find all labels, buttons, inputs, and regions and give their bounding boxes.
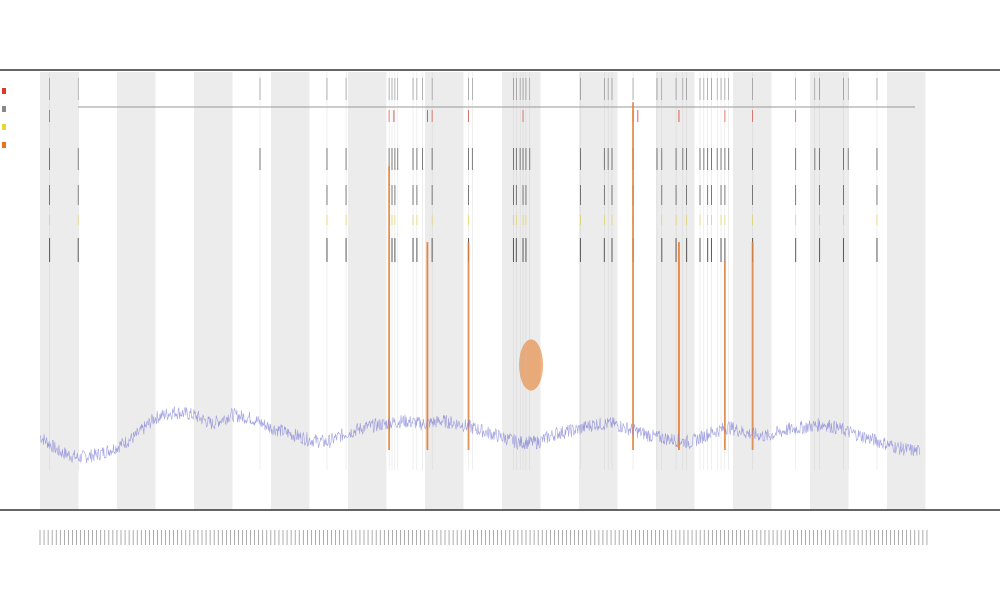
legend — [2, 82, 36, 154]
legend-swatch-1 — [2, 88, 6, 94]
legend-swatch-4 — [2, 142, 6, 148]
background-band — [810, 72, 849, 510]
background-band — [579, 72, 618, 510]
background-band — [117, 72, 156, 510]
background-band — [348, 72, 387, 510]
background-band — [271, 72, 310, 510]
legend-item-1 — [2, 82, 36, 100]
orange-blob — [519, 339, 544, 391]
background-band — [887, 72, 926, 510]
legend-item-3 — [2, 118, 36, 136]
legend-swatch-3 — [2, 124, 6, 130]
background-band — [194, 72, 233, 510]
background-band — [656, 72, 695, 510]
legend-item-2 — [2, 100, 36, 118]
legend-item-4 — [2, 136, 36, 154]
background-band — [425, 72, 464, 510]
background-band — [40, 72, 79, 510]
legend-swatch-2 — [2, 106, 6, 112]
coverage-series-line — [39, 406, 921, 464]
